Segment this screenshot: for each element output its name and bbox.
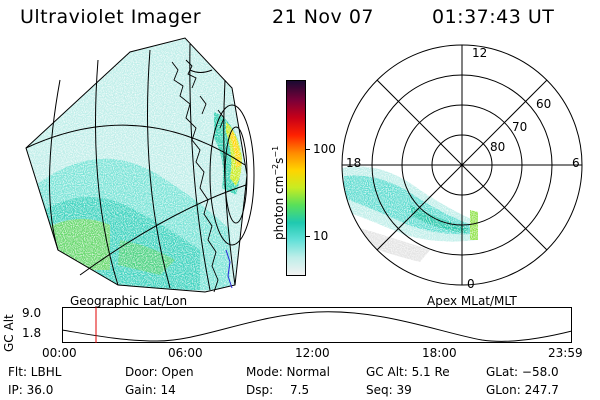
mlat-label-80: 80 [490, 140, 506, 154]
status-glon: GLon: 247.7 [486, 383, 559, 397]
status-gc-alt: GC Alt: 5.1 Re [366, 365, 450, 379]
polar-panel-label: Apex MLat/MLT [427, 294, 517, 308]
status-mode: Mode: Normal [246, 365, 330, 379]
blue-coastline [225, 249, 233, 289]
status-dsp-value: 7.5 [290, 383, 310, 397]
status-door: Door: Open [125, 365, 194, 379]
mlt-label-18: 18 [346, 156, 362, 170]
mlt-label-12: 12 [472, 46, 488, 60]
colorbar-gradient [287, 81, 305, 275]
colorbar-tick-100 [306, 149, 310, 150]
geo-panel-label: Geographic Lat/Lon [70, 294, 188, 308]
colorbar-tick-label-10: 10 [313, 229, 329, 243]
altitude-chart [62, 307, 572, 343]
time-label: 01:37:43 UT [432, 6, 555, 28]
colorbar-tick-label-100: 100 [313, 142, 336, 156]
polar-grid [341, 44, 583, 286]
alt-xtick-0: 00:00 [42, 346, 77, 360]
mlt-label-0: 0 [467, 277, 475, 291]
instrument-title: Ultraviolet Imager [20, 6, 202, 28]
status-seq: Seq: 39 [366, 383, 412, 397]
status-ip: IP: 36.0 [8, 383, 54, 397]
alt-xtick-2: 12:00 [295, 346, 330, 360]
status-glat: GLat: −58.0 [486, 365, 559, 379]
mlat-label-70: 70 [512, 120, 528, 134]
mlat-label-60: 60 [536, 97, 552, 111]
alt-ytick-top: 9.0 [22, 306, 42, 320]
coastline [171, 59, 225, 293]
status-dsp-label: Dsp: [246, 383, 274, 397]
polar-emission-image [342, 150, 490, 270]
alt-xtick-3: 18:00 [422, 346, 457, 360]
alt-xtick-4: 23:59 [548, 346, 583, 360]
status-gain: Gain: 14 [125, 383, 176, 397]
alt-ytick-bottom: 1.8 [22, 326, 42, 340]
date-label: 21 Nov 07 [272, 6, 375, 28]
status-flt: Flt: LBHL [8, 365, 62, 379]
altitude-chart-frame [62, 307, 572, 343]
colorbar [286, 80, 306, 276]
colorbar-tick-10 [306, 236, 310, 237]
alt-ylabel: GC Alt [2, 314, 16, 352]
altitude-curve [62, 311, 572, 342]
mlt-label-6: 6 [572, 156, 580, 170]
geo-grid [25, 43, 255, 291]
alt-xtick-1: 06:00 [168, 346, 203, 360]
